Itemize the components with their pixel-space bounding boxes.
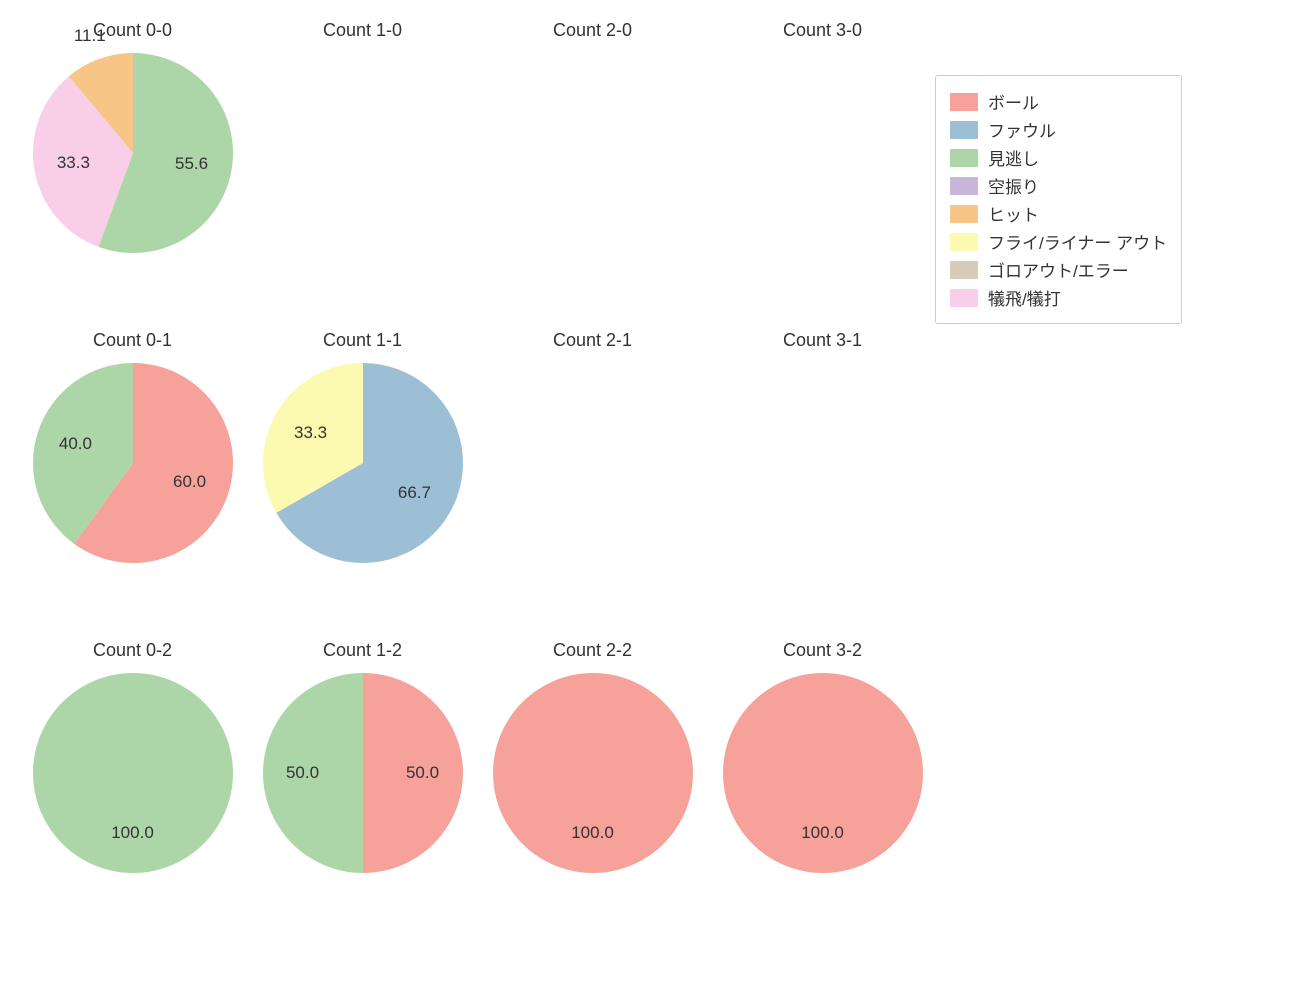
pie-cell: Count 1-2 50.0 50.0 (250, 640, 475, 873)
pie-title: Count 3-1 (710, 330, 935, 351)
legend-label: 空振り (988, 173, 1039, 198)
legend-label: 犠飛/犠打 (988, 285, 1061, 310)
chart-grid: Count 0-055.633.311.1Count 1-0Count 2-0C… (0, 0, 1300, 1000)
pie-cell: Count 2-0 (480, 20, 705, 253)
pie-slice-label: 100.0 (111, 823, 154, 843)
pie-slice-label: 33.3 (57, 153, 90, 173)
legend: ボールファウル見逃し空振りヒットフライ/ライナー アウトゴロアウト/エラー犠飛/… (935, 75, 1182, 324)
pie-wrap (723, 363, 923, 563)
pie-cell: Count 0-2 100.0 (20, 640, 245, 873)
pie-wrap (263, 53, 463, 253)
legend-label: ヒット (988, 201, 1039, 226)
pie-slice-label: 33.3 (294, 423, 327, 443)
legend-swatch (950, 205, 978, 223)
pie-wrap: 55.633.311.1 (33, 53, 233, 253)
pie-title: Count 2-0 (480, 20, 705, 41)
legend-swatch (950, 149, 978, 167)
legend-label: フライ/ライナー アウト (988, 229, 1167, 254)
legend-item: フライ/ライナー アウト (950, 229, 1167, 254)
pie-title: Count 0-0 (20, 20, 245, 41)
pie-cell: Count 2-2 100.0 (480, 640, 705, 873)
pie-slice-label: 50.0 (406, 763, 439, 783)
pie-title: Count 0-1 (20, 330, 245, 351)
legend-item: ヒット (950, 201, 1167, 226)
pie-slice-label: 66.7 (398, 483, 431, 503)
pie-title: Count 1-2 (250, 640, 475, 661)
pie-title: Count 2-2 (480, 640, 705, 661)
legend-swatch (950, 121, 978, 139)
legend-swatch (950, 233, 978, 251)
pie-slice-label: 50.0 (286, 763, 319, 783)
pie-cell: Count 3-2 100.0 (710, 640, 935, 873)
pie-slice (493, 673, 693, 873)
pie-cell: Count 1-0 (250, 20, 475, 253)
pie-slice-label: 60.0 (173, 472, 206, 492)
pie-wrap: 100.0 (33, 673, 233, 873)
pie-slice-label: 100.0 (571, 823, 614, 843)
pie-cell: Count 2-1 (480, 330, 705, 563)
pie-slice-label: 40.0 (59, 434, 92, 454)
pie-slice-label: 100.0 (801, 823, 844, 843)
legend-swatch (950, 289, 978, 307)
pie-slice-label: 11.1 (74, 26, 106, 46)
pie-wrap: 100.0 (493, 673, 693, 873)
pie-svg (33, 673, 233, 873)
pie-cell: Count 1-1 66.7 33.3 (250, 330, 475, 563)
pie-cell: Count 0-1 60.0 40.0 (20, 330, 245, 563)
pie-svg (723, 673, 923, 873)
pie-wrap: 60.0 40.0 (33, 363, 233, 563)
pie-title: Count 1-1 (250, 330, 475, 351)
legend-item: 見逃し (950, 145, 1167, 170)
pie-title: Count 0-2 (20, 640, 245, 661)
legend-swatch (950, 177, 978, 195)
pie-wrap: 50.0 50.0 (263, 673, 463, 873)
pie-cell: Count 0-0 55.6 33.3 11.1 (20, 20, 245, 253)
pie-wrap (723, 53, 923, 253)
legend-swatch (950, 261, 978, 279)
legend-item: 空振り (950, 173, 1167, 198)
legend-label: ゴロアウト/エラー (988, 257, 1129, 282)
legend-item: 犠飛/犠打 (950, 285, 1167, 310)
legend-label: 見逃し (988, 145, 1039, 170)
pie-wrap: 66.7 33.3 (263, 363, 463, 563)
pie-svg (33, 363, 233, 563)
legend-swatch (950, 93, 978, 111)
pie-slice-label: 55.6 (175, 154, 208, 174)
pie-cell: Count 3-0 (710, 20, 935, 253)
pie-slice (723, 673, 923, 873)
pie-svg (263, 363, 463, 563)
pie-cell: Count 3-1 (710, 330, 935, 563)
pie-title: Count 1-0 (250, 20, 475, 41)
pie-wrap (493, 363, 693, 563)
pie-svg (493, 673, 693, 873)
pie-title: Count 3-0 (710, 20, 935, 41)
legend-item: ボール (950, 89, 1167, 114)
pie-title: Count 2-1 (480, 330, 705, 351)
pie-wrap (493, 53, 693, 253)
legend-item: ゴロアウト/エラー (950, 257, 1167, 282)
pie-slice (33, 673, 233, 873)
pie-wrap: 100.0 (723, 673, 923, 873)
legend-label: ファウル (988, 117, 1056, 142)
legend-label: ボール (988, 89, 1039, 114)
legend-item: ファウル (950, 117, 1167, 142)
pie-title: Count 3-2 (710, 640, 935, 661)
